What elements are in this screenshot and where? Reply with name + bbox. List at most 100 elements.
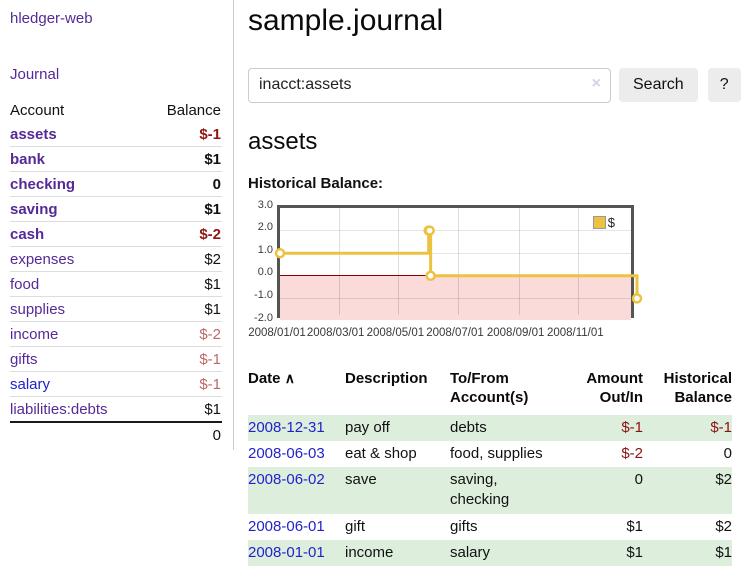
transaction-date-link[interactable]: 2008-06-02 [248,471,325,488]
account-balance: $2 [145,246,222,272]
register-row: 2008-06-03 eat & shop food, supplies $-2 0 [248,441,732,467]
transaction-balance: 0 [723,444,732,462]
register-header-amount: Amount Out/In [586,369,643,407]
v-gridline [578,207,580,315]
account-link[interactable]: supplies [10,300,66,318]
main-content: sample.journal × Search ? assets Histori… [234,0,742,566]
account-row: supplies $1 [10,296,222,322]
x-tick-label: 2008/05/01 [366,326,425,339]
transaction-description: gift [345,517,366,535]
search-form: × Search ? [248,67,742,103]
account-link[interactable]: bank [10,150,46,168]
sidebar: hledger-web Journal Account Balance asse… [0,0,234,450]
page-title: sample.journal [248,4,444,37]
account-balance: $-1 [145,346,222,372]
chart-title: Historical Balance: [248,174,384,192]
account-balance: $1 [145,296,222,322]
chart-y-axis: 3.0 2.0 1.0 0.0 -1.0 -2.0 [248,198,274,324]
data-point-marker [425,270,436,281]
register-table: Date ∧ Description To/From Account(s) Am… [248,367,732,566]
account-row: salary $-1 [10,371,222,397]
account-link[interactable]: liabilities:debts [10,400,108,418]
account-balance: $-2 [145,321,222,347]
account-link[interactable]: food [10,275,40,293]
y-tick-label: 2.0 [257,221,273,234]
h-gridline [280,297,631,299]
transaction-date-link[interactable]: 2008-01-01 [248,543,325,561]
sort-asc-icon: ∧ [284,369,295,386]
register-header-row: Date ∧ Description To/From Account(s) Am… [248,367,732,415]
account-balance: $1 [145,271,222,297]
register-row: 2008-06-02 save saving, checking 0 $2 [248,467,732,514]
account-row: food $1 [10,271,222,297]
negative-region [280,275,631,321]
account-row: assets $-1 [10,122,222,147]
y-tick-label: 0.0 [257,266,273,279]
register-header-accounts: To/From Account(s) [450,369,529,407]
transaction-amount: $-1 [621,418,643,436]
accounts-total-row: 0 [10,421,222,447]
account-row: bank $1 [10,146,222,172]
transaction-date-link[interactable]: 2008-06-03 [248,444,325,462]
data-point-marker [424,224,435,236]
account-row: expenses $2 [10,246,222,272]
register-row: 2008-06-01 gift gifts $1 $2 [248,514,732,540]
x-tick-label: 2008/09/01 [486,326,545,339]
transaction-balance: $1 [715,543,732,561]
transaction-description: pay off [345,418,390,436]
transaction-balance: $2 [715,471,732,488]
account-row: gifts $-1 [10,346,222,372]
y-tick-label: -2.0 [254,311,273,324]
account-link[interactable]: saving [10,200,58,218]
account-link[interactable]: cash [10,225,45,243]
account-row: cash $-2 [10,221,222,247]
account-link[interactable]: gifts [10,350,38,368]
search-help-button[interactable]: ? [707,68,741,102]
app-brand-link[interactable]: hledger-web [10,10,93,27]
clear-search-icon[interactable]: × [591,74,601,92]
search-input[interactable] [248,67,611,103]
x-tick-label: 2008/03/01 [306,326,365,339]
v-gridline [458,207,459,315]
transaction-accounts: gifts [450,517,478,535]
search-button[interactable]: Search [619,68,698,102]
account-link[interactable]: salary [10,375,51,393]
x-tick-label: 2008/11/01 [546,326,604,339]
account-balance: $1 [145,396,222,422]
sidebar-item-journal[interactable]: Journal [10,66,233,83]
legend-label: $ [607,214,615,230]
account-row: income $-2 [10,321,222,347]
transaction-accounts: salary [450,543,491,561]
x-tick-label: 2008/07/01 [426,326,484,339]
transaction-description: income [345,543,394,561]
account-link[interactable]: income [10,325,59,343]
h-gridline [280,230,631,232]
register-header-date[interactable]: Date ∧ [248,369,295,387]
chart-plot-area[interactable]: $ [274,204,643,321]
y-tick-label: 3.0 [257,198,273,211]
transaction-amount: 0 [634,471,643,488]
register-header-balance: Historical Balance [663,369,732,407]
y-tick-label: -1.0 [254,288,273,301]
accounts-table-header: Account Balance [10,98,222,122]
v-gridline [338,207,340,315]
account-link[interactable]: checking [10,175,76,193]
balance-chart: 3.0 2.0 1.0 0.0 -1.0 -2.0 $ 2008/01/01 2008/03… [248,198,668,346]
journal-link[interactable]: Journal [10,66,60,83]
accounts-total-value: 0 [145,421,222,447]
account-link[interactable]: expenses [10,250,75,268]
account-heading: assets [248,127,318,155]
app-brand[interactable]: hledger-web [10,10,233,27]
legend-swatch-icon [592,215,606,229]
data-point-marker [274,247,286,258]
chart-legend: $ [592,214,615,230]
data-point-marker [631,292,643,304]
y-tick-label: 1.0 [257,243,273,256]
transaction-balance: $-1 [710,418,732,436]
account-link[interactable]: assets [10,125,57,143]
transaction-date-link[interactable]: 2008-06-01 [248,517,325,535]
account-balance: $-1 [199,125,221,143]
transaction-accounts: debts [450,418,487,436]
account-balance: 0 [145,171,222,197]
transaction-date-link[interactable]: 2008-12-31 [248,418,325,436]
